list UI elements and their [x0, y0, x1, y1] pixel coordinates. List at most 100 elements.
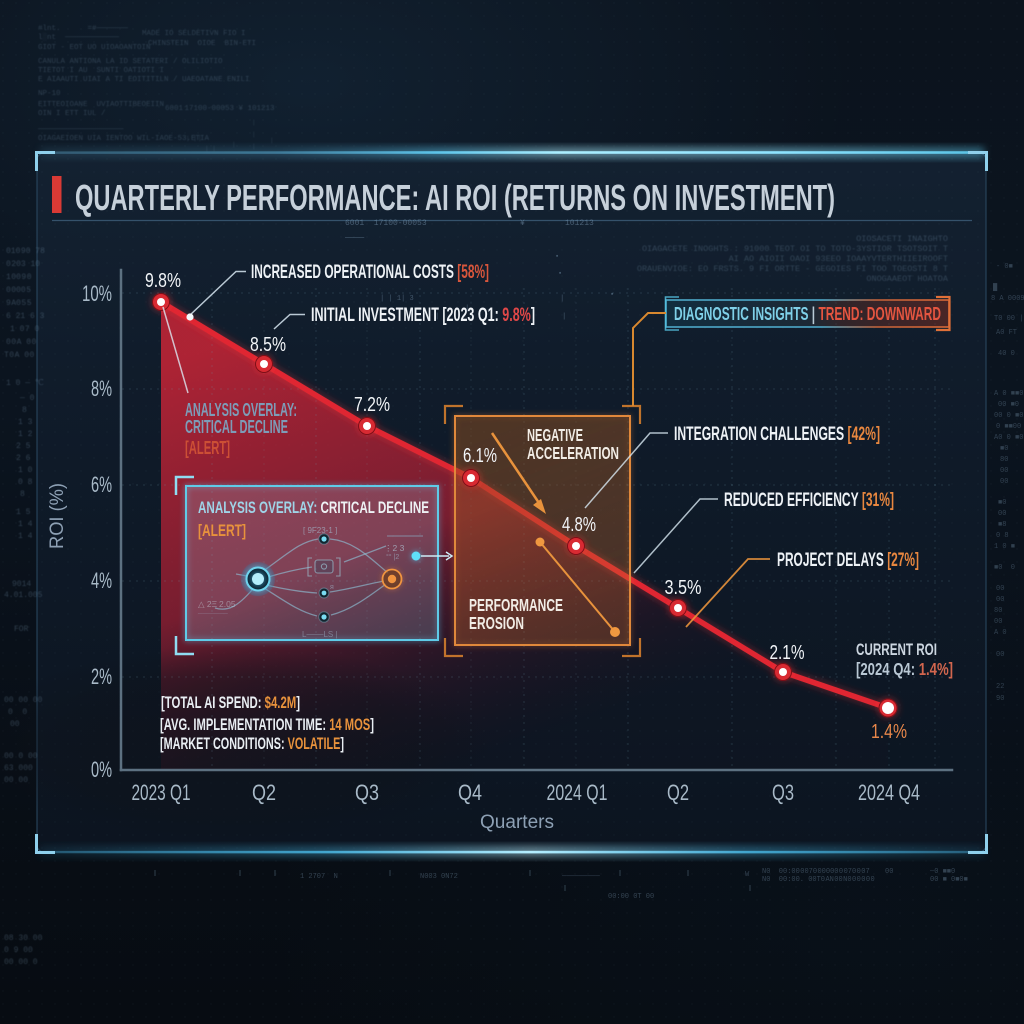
svg-text:4%: 4%: [91, 568, 112, 593]
svg-text:00 0 ■0: 00 0 ■0: [994, 412, 1023, 420]
svg-text:1 4: 1 4: [18, 520, 33, 529]
svg-text:[2024 Q4: 1.4%]: [2024 Q4: 1.4%]: [856, 659, 953, 679]
svg-text:OIAGACETE INOGHTS : 91000 TEOT: OIAGACETE INOGHTS : 91000 TEOT OI TO TOT…: [642, 244, 948, 254]
svg-text:1 00 9 0: 1 00 9 0: [6, 273, 32, 282]
svg-text:MADE IO SELDETIVN FIO I: MADE IO SELDETIVN FIO I: [142, 30, 246, 38]
svg-text:10%: 10%: [82, 281, 112, 306]
svg-text:A 0 ■■0: A 0 ■■0: [994, 390, 1023, 398]
svg-text:∣: ∣: [435, 312, 439, 321]
svg-text:PERFORMANCE: PERFORMANCE: [469, 595, 563, 615]
svg-text:1 2707 N: 1 2707 N: [300, 873, 338, 881]
svg-text:∣: ∣: [562, 312, 566, 321]
svg-text:00: 00: [1000, 467, 1008, 475]
svg-text:0 203 10: 0 203 10: [6, 260, 40, 269]
svg-text:[ALERT]: [ALERT]: [198, 521, 246, 540]
svg-text:00: 00: [996, 585, 1004, 593]
svg-text:9014: 9014: [12, 580, 31, 589]
svg-text:A0 0 ■0: A0 0 ■0: [994, 434, 1023, 442]
svg-text:∣: ∣: [232, 141, 236, 148]
svg-text:E AIAAUTI UIAI A TI EOITITILN: E AIAAUTI UIAI A TI EOITITILN / UAEOATAN…: [38, 76, 250, 84]
svg-text:─ 0: ─ 0: [19, 394, 35, 403]
svg-text:0 8: 0 8: [18, 478, 33, 487]
svg-text:0 ■■00: 0 ■■00: [996, 423, 1021, 431]
svg-text:0 9 00: 0 9 00: [4, 946, 33, 955]
svg-text:∣: ∣: [560, 294, 564, 303]
svg-text:6.1%: 6.1%: [463, 445, 497, 467]
svg-text:ANALYSIS OVERLAY:: ANALYSIS OVERLAY:: [185, 400, 297, 420]
svg-text:00 0 00: 00 0 00: [4, 752, 38, 761]
svg-text:4.8%: 4.8%: [562, 514, 596, 536]
svg-text:1 0 7 0: 1 0 7 0: [10, 325, 40, 334]
svg-text:CRITICAL DECLINE: CRITICAL DECLINE: [185, 417, 288, 437]
svg-text:00: 00: [994, 618, 1002, 626]
svg-text:DIAGNOSTIC INSIGHTS | TREND: D: DIAGNOSTIC INSIGHTS | TREND: DOWNWARD: [674, 303, 941, 324]
svg-text:Q2: Q2: [667, 780, 689, 805]
svg-text:#lnt. =#───────: #lnt. =#───────: [38, 25, 129, 33]
svg-text:00 00 0: 00 00 0: [4, 958, 38, 967]
svg-text:N0 00:00 0070 00000 0 070 0 0: N0 00:00 0070 00000 0 070 0 07: [762, 868, 870, 876]
svg-text:OIOSACETI INAIGHTO: OIOSACETI INAIGHTO: [856, 234, 948, 244]
svg-text:8.5%: 8.5%: [250, 334, 286, 356]
svg-text:2%: 2%: [91, 664, 112, 689]
svg-text:00: 00: [10, 720, 20, 729]
svg-text:■0 0: ■0 0: [994, 564, 1015, 572]
svg-text:9 A0 5 5: 9 A0 5 5: [6, 299, 32, 308]
svg-text:∣: ∣: [465, 304, 469, 313]
svg-text:8%: 8%: [91, 376, 112, 401]
svg-text:08 30 00: 08 30 00: [4, 934, 43, 943]
svg-text:GIOT - EOT UO UIOAOANTOIN: GIOT - EOT UO UIOAOANTOIN: [38, 44, 151, 52]
svg-text:T0 00 |: T0 00 |: [994, 315, 1023, 323]
svg-text:¥: ¥: [520, 219, 525, 228]
svg-text:9.8%: 9.8%: [145, 270, 181, 292]
svg-text:00 00 00: 00 00 00: [4, 696, 43, 705]
svg-text:Quarters: Quarters: [480, 812, 554, 833]
svg-text:∣: ∣: [252, 119, 256, 126]
svg-text:00: 00: [998, 510, 1006, 518]
svg-text:00: 00: [996, 596, 1004, 604]
svg-text:OIAGAEIOEN UIA IENTOO WIL-IAOE: OIAGAEIOEN UIA IENTOO WIL-IAOE-53.ETIA: [38, 135, 210, 143]
svg-text:ROI (%): ROI (%): [47, 483, 68, 549]
svg-text:2024 Q1: 2024 Q1: [547, 780, 608, 805]
svg-text:CANULA ANTIONA LA ID SETATERI: CANULA ANTIONA LA ID SETATERI / OLILIOTI…: [38, 58, 223, 66]
svg-text:EITTEOIOANE UVIAOTTIBEOEIIN: EITTEOIOANE UVIAOTTIBEOEIIN: [38, 101, 164, 109]
svg-text:Q3: Q3: [355, 780, 379, 805]
svg-text:∣ ∣ 1∣ 3: ∣ ∣ 1∣ 3: [380, 294, 414, 303]
svg-text:TIETOT I AU SUNTI OATIOTI I: TIETOT I AU SUNTI OATIOTI I: [38, 67, 164, 75]
svg-text:[ALERT]: [ALERT]: [185, 438, 230, 458]
svg-text:Q4: Q4: [458, 780, 482, 805]
svg-text:°° |2: °° |2: [386, 553, 399, 561]
svg-text:▪: ▪: [610, 291, 614, 299]
svg-text:△ 2Ξ 2.05: △ 2Ξ 2.05: [198, 599, 236, 609]
svg-text:8: 8: [22, 406, 27, 415]
svg-text:00 ■0: 00 ■0: [998, 401, 1019, 409]
svg-text:1 0 ─ ℃: 1 0 ─ ℃: [6, 379, 44, 388]
svg-text:1 2: 1 2: [18, 430, 33, 439]
svg-text:2.1%: 2.1%: [770, 642, 805, 664]
svg-text:A0 FT: A0 FT: [996, 329, 1017, 337]
svg-text:7.2%: 7.2%: [354, 394, 390, 416]
svg-text:l░nt ────────────: l░nt ────────────: [38, 32, 120, 42]
svg-text:8: 8: [20, 490, 25, 499]
svg-text:ONOGAAEOT HOATOA: ONOGAAEOT HOATOA: [866, 274, 949, 284]
svg-text:3.5%: 3.5%: [665, 577, 702, 599]
svg-text:█: █: [993, 283, 998, 292]
svg-text:REDUCED EFFICIENCY [31%]: REDUCED EFFICIENCY [31%]: [724, 490, 894, 511]
svg-text:1.4%: 1.4%: [871, 721, 907, 743]
svg-text:1 5: 1 5: [16, 508, 31, 517]
svg-text:QUARTERLY PERFORMANCE: AI ROI: QUARTERLY PERFORMANCE: AI ROI (RETURNS O…: [75, 177, 835, 218]
svg-text:22: 22: [996, 683, 1004, 691]
svg-text:80: 80: [1000, 456, 1008, 464]
svg-text:[MARKET CONDITIONS: VOLATILE]: [MARKET CONDITIONS: VOLATILE]: [160, 734, 344, 753]
svg-text:────: ────: [344, 234, 364, 243]
svg-text:⋮2 3: ⋮2 3: [384, 543, 405, 553]
svg-text:■8: ■8: [998, 521, 1006, 529]
svg-text:▪: ▪: [555, 253, 559, 261]
svg-text:6001 17100-00053 ¥ 101213: 6001 17100-00053 ¥ 101213: [165, 105, 275, 113]
svg-text:8 A 0009 00: 8 A 0009 00: [991, 295, 1024, 303]
svg-text:00 00: 00 00: [4, 776, 28, 785]
svg-text:INTEGRATION CHALLENGES [42%]: INTEGRATION CHALLENGES [42%]: [674, 424, 880, 445]
svg-text:A 0: A 0: [994, 629, 1007, 637]
svg-text:■0: ■0: [1000, 445, 1008, 453]
svg-text:90: 90: [996, 695, 1004, 703]
svg-text:Q2: Q2: [252, 780, 276, 805]
